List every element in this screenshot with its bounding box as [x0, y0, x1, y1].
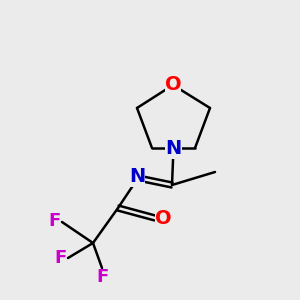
Text: F: F — [97, 268, 109, 286]
Text: N: N — [165, 140, 182, 158]
Text: O: O — [155, 209, 171, 229]
Text: O: O — [165, 74, 181, 94]
Text: F: F — [54, 249, 66, 267]
Text: N: N — [129, 167, 145, 187]
Text: F: F — [48, 212, 60, 230]
